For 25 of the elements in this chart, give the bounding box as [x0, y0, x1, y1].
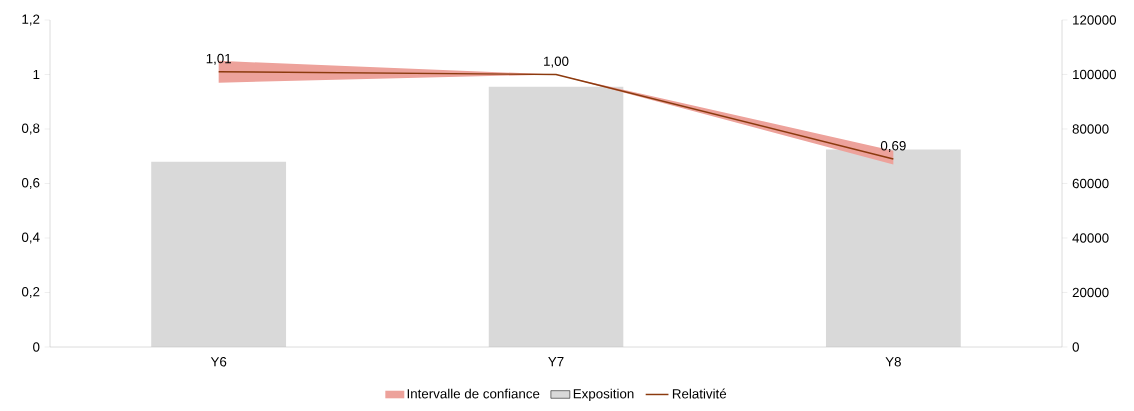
y2-tick-label: 60000 — [1072, 178, 1109, 189]
y-tick-label: 0,8 — [21, 123, 40, 135]
y-tick-label: 1 — [33, 69, 40, 80]
text: Intervalle de confiance — [407, 388, 540, 399]
data-label: 1,01 — [206, 53, 232, 65]
y-tick-label: 0,6 — [21, 178, 40, 190]
x-tick-label: Y6 — [210, 357, 227, 367]
data-label: 1,00 — [544, 56, 569, 68]
legend-label: Relativité — [672, 388, 727, 399]
y2-tick-label: 20000 — [1072, 287, 1109, 298]
y2-tick-label: 80000 — [1072, 124, 1109, 134]
y-tick-label: 1,2 — [22, 14, 40, 26]
bar — [488, 86, 624, 347]
y2-tick-label: 40000 — [1072, 233, 1109, 243]
x-tick-label: Y8 — [885, 357, 901, 367]
x-tick-label: Y7 — [548, 357, 564, 367]
y-tick-label: 0,4 — [21, 232, 40, 244]
y2-tick-label: 0 — [1072, 342, 1079, 352]
data-label: 0,69 — [880, 141, 906, 153]
y-tick-label: 0 — [33, 342, 40, 352]
y-tick-label: 0,2 — [21, 287, 40, 299]
y2-tick-label: 100000 — [1073, 69, 1117, 80]
y2-tick-label: 120000 — [1073, 15, 1117, 25]
bar — [151, 161, 287, 347]
legend-label: Exposition — [573, 388, 634, 402]
